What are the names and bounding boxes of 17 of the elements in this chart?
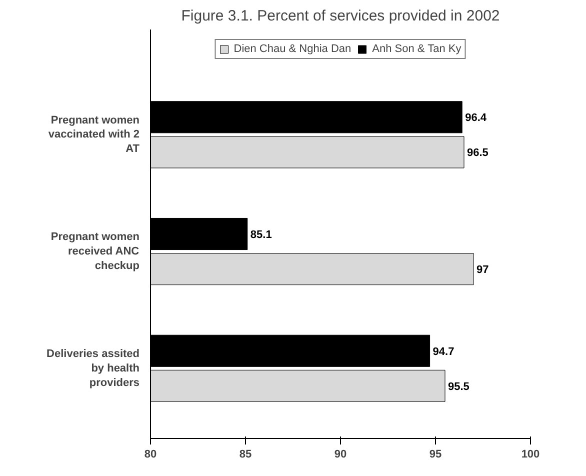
data-label: 97 xyxy=(476,264,489,276)
y-tick-label: Pregnant women vaccinated with 2 AT xyxy=(48,114,140,156)
x-tick-label: 95 xyxy=(429,448,442,460)
data-label: 96.4 xyxy=(465,112,488,124)
legend-label: Dien Chau & Nghia Dan xyxy=(234,43,352,55)
legend-label: Anh Son & Tan Ky xyxy=(372,43,462,55)
data-label: 96.5 xyxy=(467,147,488,160)
data-label: 85.1 xyxy=(250,229,272,241)
x-tick-label: 80 xyxy=(144,448,157,460)
y-tick-label: Pregnant women received ANC checkup xyxy=(50,231,140,272)
chart-title: Figure 3.1. Percent of services provided in 2002 xyxy=(181,8,500,24)
x-tick-label: 85 xyxy=(239,448,252,460)
data-label: 94.7 xyxy=(432,346,454,358)
y-tick-label: Deliveries assited by health providers xyxy=(46,348,140,389)
x-tick-label: 90 xyxy=(334,448,347,460)
data-label: 95.5 xyxy=(448,380,470,393)
x-tick-label: 100 xyxy=(521,448,540,460)
